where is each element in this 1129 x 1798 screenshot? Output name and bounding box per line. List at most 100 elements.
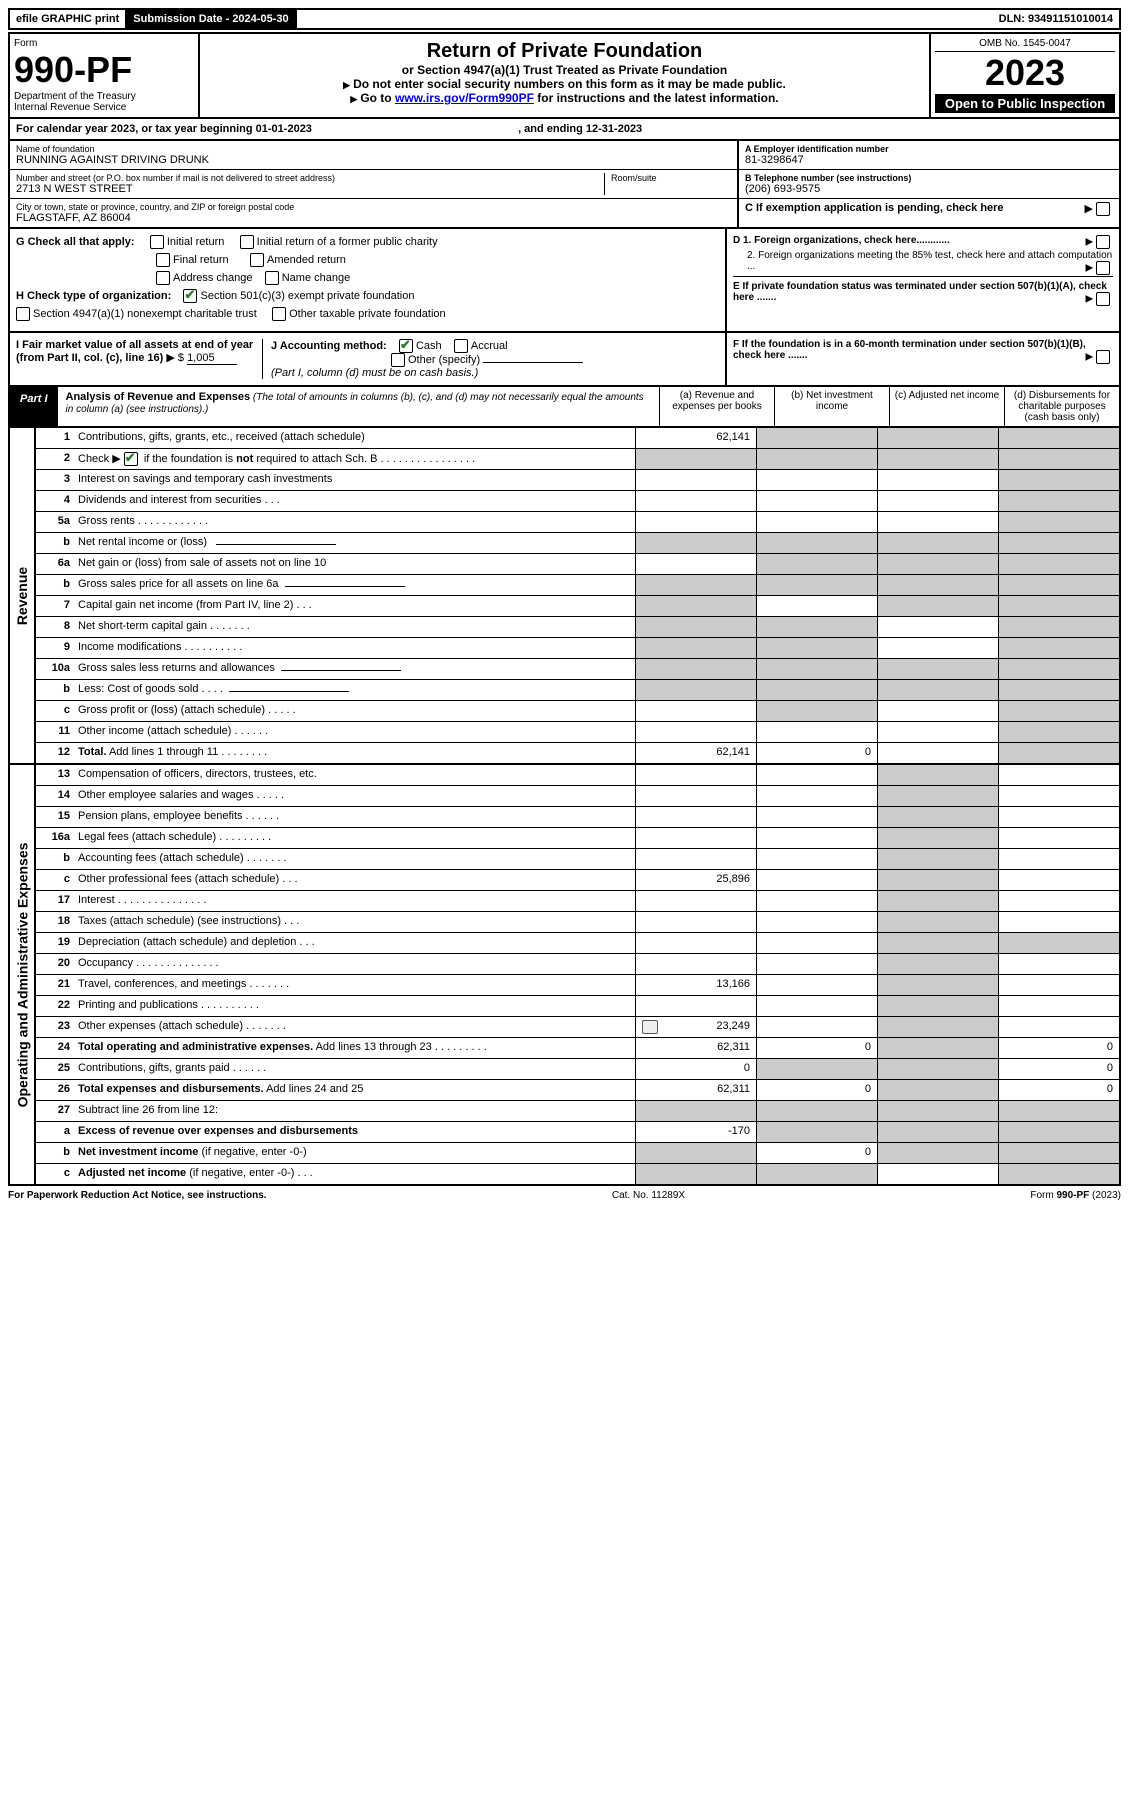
row-number: 12 [36,743,74,763]
tax-year: 2023 [935,52,1115,94]
g-initial-checkbox[interactable] [150,235,164,249]
table-row: 14Other employee salaries and wages . . … [36,786,1119,807]
cell-col-d [998,975,1119,995]
e-checkbox[interactable] [1096,292,1110,306]
inline-input[interactable] [216,544,336,545]
info-right: A Employer identification number 81-3298… [737,141,1119,227]
table-row: aExcess of revenue over expenses and dis… [36,1122,1119,1143]
e-row: E If private foundation status was termi… [733,276,1113,303]
submission-date: Submission Date - 2024-05-30 [127,10,296,28]
table-row: 3Interest on savings and temporary cash … [36,470,1119,491]
row-number: 18 [36,912,74,932]
g-final-checkbox[interactable] [156,253,170,267]
efile-label[interactable]: efile GRAPHIC print [10,10,127,28]
h-501c3-checkbox[interactable] [183,289,197,303]
cell-col-b [756,933,877,953]
g-amended-checkbox[interactable] [250,253,264,267]
schb-checkbox[interactable] [124,452,138,466]
inline-input[interactable] [285,586,405,587]
cell-col-d [998,1122,1119,1142]
cell-col-a [635,491,756,511]
inline-input[interactable] [229,691,349,692]
foundation-name: RUNNING AGAINST DRIVING DRUNK [16,154,731,166]
h-other-checkbox[interactable] [272,307,286,321]
cell-col-a [635,891,756,911]
cell-col-a [635,512,756,532]
g-address-checkbox[interactable] [156,271,170,285]
cell-col-d [998,722,1119,742]
row-desc: Depreciation (attach schedule) and deple… [74,933,635,953]
cell-col-b: 0 [756,743,877,763]
form-note2: Go to www.irs.gov/Form990PF for instruct… [206,91,923,105]
cell-col-c [877,722,998,742]
cell-col-c [877,849,998,869]
cell-col-a [635,722,756,742]
cell-col-d [998,659,1119,679]
cell-col-b [756,533,877,553]
cell-col-a [635,449,756,469]
ijf-row: I Fair market value of all assets at end… [8,333,1121,387]
g-initial-former-checkbox[interactable] [240,235,254,249]
cell-col-b [756,722,877,742]
cell-col-a [635,638,756,658]
h-opt1: Section 501(c)(3) exempt private foundat… [200,290,414,302]
cell-col-d [998,765,1119,785]
table-row: 26Total expenses and disbursements. Add … [36,1080,1119,1101]
table-row: 15Pension plans, employee benefits . . .… [36,807,1119,828]
part1-label: Part I [10,387,58,426]
cell-col-d [998,680,1119,700]
j-cash-checkbox[interactable] [399,339,413,353]
d2-checkbox[interactable] [1096,261,1110,275]
cell-col-c [877,975,998,995]
g-name-checkbox[interactable] [265,271,279,285]
row-desc: Net gain or (loss) from sale of assets n… [74,554,635,574]
cell-col-c [877,680,998,700]
j-other-checkbox[interactable] [391,353,405,367]
attachment-icon[interactable] [642,1020,658,1034]
c-label: C If exemption application is pending, c… [745,202,1004,214]
row-number: b [36,533,74,553]
cell-col-b [756,575,877,595]
table-row: 6aNet gain or (loss) from sale of assets… [36,554,1119,575]
table-row: cGross profit or (loss) (attach schedule… [36,701,1119,722]
revenue-body: 1Contributions, gifts, grants, etc., rec… [36,428,1119,763]
g-row2: Final return Amended return [16,253,719,267]
f-checkbox[interactable] [1096,350,1110,364]
table-row: 8Net short-term capital gain . . . . . .… [36,617,1119,638]
cell-col-a [635,849,756,869]
j-accrual-checkbox[interactable] [454,339,468,353]
d2-row: 2. Foreign organizations meeting the 85%… [733,250,1113,272]
cell-col-b [756,1164,877,1184]
cell-col-d [998,449,1119,469]
d1-checkbox[interactable] [1096,235,1110,249]
table-row: 22Printing and publications . . . . . . … [36,996,1119,1017]
inline-input[interactable] [281,670,401,671]
cell-col-d [998,1164,1119,1184]
omb: OMB No. 1545-0047 [935,38,1115,52]
revenue-table: Revenue 1Contributions, gifts, grants, e… [8,428,1121,765]
j-accrual: Accrual [471,340,508,352]
row-number: b [36,575,74,595]
cell-col-c [877,449,998,469]
table-row: 25Contributions, gifts, grants paid . . … [36,1059,1119,1080]
cell-col-b [756,449,877,469]
h-4947-checkbox[interactable] [16,307,30,321]
phone-value: (206) 693-9575 [745,183,1113,195]
table-row: 16aLegal fees (attach schedule) . . . . … [36,828,1119,849]
cell-col-d [998,470,1119,490]
row-number: 24 [36,1038,74,1058]
table-row: 9Income modifications . . . . . . . . . … [36,638,1119,659]
cell-col-c [877,954,998,974]
c-checkbox[interactable] [1096,202,1110,216]
form-title: Return of Private Foundation [206,40,923,63]
row-number: 7 [36,596,74,616]
cell-col-c [877,596,998,616]
cell-col-c [877,1017,998,1037]
cell-col-a [635,807,756,827]
cell-col-b [756,807,877,827]
cell-col-b: 0 [756,1038,877,1058]
irs-link[interactable]: www.irs.gov/Form990PF [395,91,534,105]
table-row: 17Interest . . . . . . . . . . . . . . . [36,891,1119,912]
cell-col-a [635,659,756,679]
table-row: cAdjusted net income (if negative, enter… [36,1164,1119,1184]
